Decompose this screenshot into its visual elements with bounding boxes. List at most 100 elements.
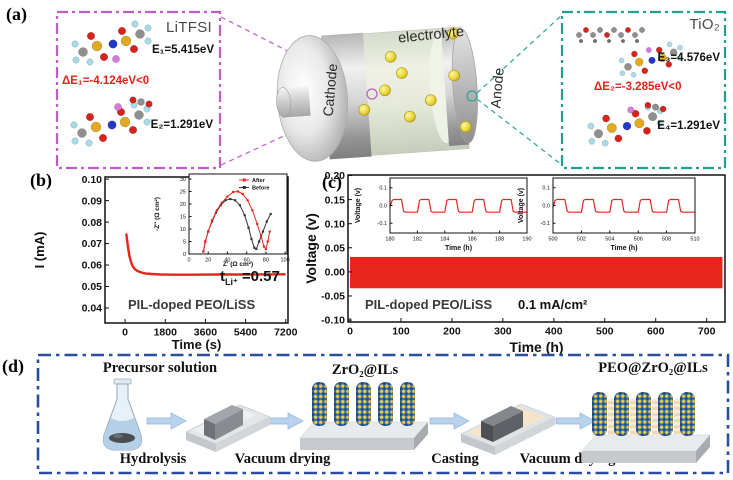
svg-text:-0.10: -0.10 xyxy=(321,315,345,327)
svg-text:190: 190 xyxy=(522,237,531,243)
svg-text:0.1: 0.1 xyxy=(379,186,387,192)
peo-zro2-pillar xyxy=(636,392,651,436)
svg-text:Voltage (v): Voltage (v) xyxy=(518,188,525,223)
peo-zro2-pillar xyxy=(592,392,607,436)
current-density-label: 0.1 mA/cm² xyxy=(518,297,588,312)
svg-text:188: 188 xyxy=(495,237,504,243)
tio2-title: TiO₂ xyxy=(689,16,720,33)
flask-icon xyxy=(102,378,143,451)
right-cap xyxy=(451,28,478,144)
peo-strip xyxy=(608,398,615,436)
step-hydrolysis-label: Hydrolysis xyxy=(119,451,187,467)
panel-c-label: (c) xyxy=(322,172,342,192)
chart-c-main: 0 100 200 300 400 500 600 700 0.20 0.15 0.10 0.05 0.… xyxy=(303,170,726,355)
tio2-e4: E₄=1.291eV xyxy=(657,120,720,132)
svg-text:506: 506 xyxy=(634,237,643,243)
molecule-cluster xyxy=(71,20,152,66)
tio2-box-border xyxy=(560,10,727,170)
tio2-delta: ΔE₂=-3.285eV<0 xyxy=(594,81,682,93)
svg-text:0.00: 0.00 xyxy=(325,267,346,279)
substrate-slab xyxy=(299,421,429,450)
arrow-icon xyxy=(146,412,187,430)
svg-text:600: 600 xyxy=(647,326,665,338)
svg-text:Time (s): Time (s) xyxy=(172,337,222,352)
litfsi-box-border xyxy=(55,10,222,170)
svg-text:80: 80 xyxy=(263,258,269,264)
tio2-e3: E₃=4.576eV xyxy=(657,52,720,64)
svg-text:20: 20 xyxy=(180,202,186,208)
svg-text:0.10: 0.10 xyxy=(325,218,346,230)
zro2-pillar xyxy=(400,382,415,426)
panel-d-label: (d) xyxy=(2,356,24,376)
zro2-pillar xyxy=(334,382,349,426)
transference-number: tLi⁺ =0.57 xyxy=(220,268,280,288)
peo-strip xyxy=(630,398,637,436)
transference-base: t xyxy=(220,268,225,285)
step-casting-label: Casting xyxy=(431,451,479,467)
svg-text:Z' (Ω cm²): Z' (Ω cm²) xyxy=(223,261,253,268)
svg-text:-0.05: -0.05 xyxy=(321,291,345,303)
svg-text:30: 30 xyxy=(180,177,186,183)
svg-text:5: 5 xyxy=(183,239,186,245)
svg-text:0.04: 0.04 xyxy=(82,303,103,315)
svg-text:0.06: 0.06 xyxy=(82,260,103,272)
svg-text:0: 0 xyxy=(187,258,190,264)
peo-strip xyxy=(652,398,659,436)
panel-a-graphic xyxy=(55,10,727,170)
zro2-pillar xyxy=(378,382,393,426)
panel-b: 0 1800 3600 5400 7200 0.04 0.05 0.06 0.07 0.08 0.0… xyxy=(28,168,328,360)
svg-text:0: 0 xyxy=(122,327,128,339)
step-vacuum1-label: Vacuum drying xyxy=(234,451,331,467)
svg-text:20: 20 xyxy=(205,258,211,264)
svg-text:0.1: 0.1 xyxy=(542,186,550,192)
svg-text:0.20: 0.20 xyxy=(325,170,346,182)
svg-text:1800: 1800 xyxy=(154,327,178,339)
peo-zro2-pillar xyxy=(614,392,629,436)
panel-d: Precursor solution ZrO₂@ILs PEO@ZrO₂@ILs… xyxy=(0,352,733,480)
molecule-layer xyxy=(70,20,683,147)
svg-text:0: 0 xyxy=(347,326,353,338)
svg-text:I (mA): I (mA) xyxy=(32,232,47,269)
svg-text:Voltage (v): Voltage (v) xyxy=(303,213,319,284)
svg-text:0: 0 xyxy=(183,252,186,258)
svg-text:Voltage (v): Voltage (v) xyxy=(355,188,362,223)
svg-text:0.09: 0.09 xyxy=(82,195,103,207)
svg-text:510: 510 xyxy=(690,237,699,243)
molecule-cluster xyxy=(576,27,645,44)
svg-text:0.07: 0.07 xyxy=(82,238,103,250)
step-zro2-label: ZrO₂@ILs xyxy=(331,362,399,378)
svg-text:400: 400 xyxy=(545,326,563,338)
transference-value: =0.57 xyxy=(237,268,280,285)
svg-text:0.08: 0.08 xyxy=(82,217,103,229)
svg-text:200: 200 xyxy=(443,326,461,338)
chart-c-inset-2: 500 502 504 506 508 510 0.1 0.0 -0.1 Time (h) Volt… xyxy=(518,177,700,252)
svg-text:Before: Before xyxy=(252,185,269,191)
peo-zro2-pillar xyxy=(680,392,695,436)
cathode-zoom-ring xyxy=(366,88,378,100)
litfsi-e2: E₂=1.291eV xyxy=(150,119,213,131)
step-precursor-label: Precursor solution xyxy=(102,360,218,376)
svg-text:0.05: 0.05 xyxy=(325,242,346,254)
anode-zoom-ring xyxy=(466,90,478,102)
svg-text:100: 100 xyxy=(280,258,289,264)
zro2-pillar xyxy=(312,382,327,426)
molecule-cluster xyxy=(587,101,667,147)
svg-text:-Z'' (Ω cm²): -Z'' (Ω cm²) xyxy=(154,197,161,231)
peo-zro2-pillar xyxy=(658,392,673,436)
panel-b-label: (b) xyxy=(30,170,52,190)
arrow-icon xyxy=(555,412,596,430)
svg-text:7200: 7200 xyxy=(274,327,298,339)
svg-text:0.05: 0.05 xyxy=(82,281,103,293)
blade-coater-casting-icon xyxy=(460,403,556,455)
litfsi-delta: ΔE₁=-4.124eV<0 xyxy=(62,75,150,87)
panel-b-sample-label: PIL-doped PEO/LiSS xyxy=(128,297,256,312)
chart-c-inset-1: 180 182 184 186 188 190 0.1 0.0 -0.1 Time (h) Volt… xyxy=(355,177,532,252)
litfsi-e1: E₁=5.415eV xyxy=(152,44,214,56)
svg-text:Time (h): Time (h) xyxy=(509,339,563,355)
svg-text:0.10: 0.10 xyxy=(82,174,103,186)
svg-text:5400: 5400 xyxy=(234,327,258,339)
svg-text:0.0: 0.0 xyxy=(542,203,550,209)
molecule-cluster xyxy=(618,41,683,78)
transference-sub: Li⁺ xyxy=(225,277,238,287)
